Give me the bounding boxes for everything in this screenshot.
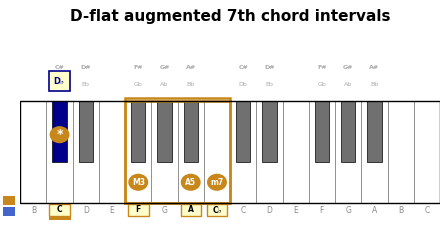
Text: Db: Db xyxy=(239,82,248,87)
Text: Eb: Eb xyxy=(82,82,90,87)
Text: Ab: Ab xyxy=(161,82,169,87)
Bar xyxy=(73,101,99,202)
Text: m7: m7 xyxy=(210,178,224,187)
Bar xyxy=(262,101,277,162)
Bar xyxy=(48,216,70,220)
Text: C: C xyxy=(241,206,246,215)
Bar xyxy=(361,101,388,202)
Bar xyxy=(388,101,414,202)
Text: Db: Db xyxy=(55,82,64,87)
Circle shape xyxy=(128,174,148,191)
Text: A: A xyxy=(188,205,194,214)
Bar xyxy=(341,101,356,162)
Text: Eb: Eb xyxy=(265,82,273,87)
Bar xyxy=(3,196,15,205)
Bar xyxy=(3,207,15,216)
Text: A5: A5 xyxy=(185,178,196,187)
Text: B: B xyxy=(398,206,403,215)
Text: A#: A# xyxy=(186,65,196,70)
Bar xyxy=(125,101,230,202)
Text: D-flat augmented 7th chord intervals: D-flat augmented 7th chord intervals xyxy=(70,9,390,24)
Circle shape xyxy=(50,126,70,143)
Text: M3: M3 xyxy=(132,178,145,187)
Text: D: D xyxy=(83,206,89,215)
Bar xyxy=(204,101,230,202)
Text: C: C xyxy=(57,205,62,214)
Text: Bb: Bb xyxy=(187,82,195,87)
Bar xyxy=(151,101,178,202)
Bar xyxy=(207,204,227,216)
Text: G#: G# xyxy=(159,65,170,70)
Text: E: E xyxy=(293,206,298,215)
Bar xyxy=(183,101,198,162)
Text: D: D xyxy=(267,206,272,215)
Text: G: G xyxy=(345,206,351,215)
Text: basicmusictheory.com: basicmusictheory.com xyxy=(7,85,11,140)
Text: Bb: Bb xyxy=(370,82,378,87)
Bar xyxy=(414,101,440,202)
Bar xyxy=(315,101,329,162)
Text: F#: F# xyxy=(317,65,326,70)
Bar xyxy=(47,101,73,202)
Bar xyxy=(131,101,146,162)
Text: *: * xyxy=(56,128,63,141)
Text: C$\flat$: C$\flat$ xyxy=(212,205,222,215)
Bar xyxy=(20,101,440,202)
Text: Gb: Gb xyxy=(318,82,326,87)
Bar xyxy=(282,101,309,202)
Bar xyxy=(79,101,93,162)
Bar xyxy=(125,98,230,202)
Bar xyxy=(125,101,151,202)
Text: A: A xyxy=(372,206,377,215)
Text: G: G xyxy=(161,206,168,215)
Circle shape xyxy=(181,174,201,191)
FancyBboxPatch shape xyxy=(49,71,70,91)
Bar xyxy=(99,101,125,202)
Text: F: F xyxy=(320,206,324,215)
Text: E: E xyxy=(110,206,114,215)
Text: D#: D# xyxy=(264,65,275,70)
Text: D#: D# xyxy=(81,65,91,70)
Bar xyxy=(52,101,67,162)
Bar xyxy=(157,101,172,162)
Bar xyxy=(180,204,201,216)
Bar xyxy=(335,101,361,202)
Text: F: F xyxy=(136,205,141,214)
Text: C: C xyxy=(424,206,429,215)
Text: Gb: Gb xyxy=(134,82,143,87)
Bar xyxy=(128,204,149,216)
Text: C#: C# xyxy=(238,65,248,70)
Circle shape xyxy=(207,174,227,191)
Text: C#: C# xyxy=(55,65,64,70)
Bar xyxy=(367,101,381,162)
Bar xyxy=(178,101,204,202)
Bar xyxy=(236,101,250,162)
Text: Ab: Ab xyxy=(344,82,352,87)
Bar xyxy=(20,101,47,202)
Text: D$\flat$: D$\flat$ xyxy=(53,76,66,86)
Text: A#: A# xyxy=(369,65,379,70)
Text: G#: G# xyxy=(343,65,353,70)
Bar xyxy=(257,101,282,202)
Bar xyxy=(49,204,70,216)
Text: F#: F# xyxy=(133,65,143,70)
Text: B: B xyxy=(31,206,36,215)
Bar xyxy=(230,101,257,202)
Bar xyxy=(309,101,335,202)
